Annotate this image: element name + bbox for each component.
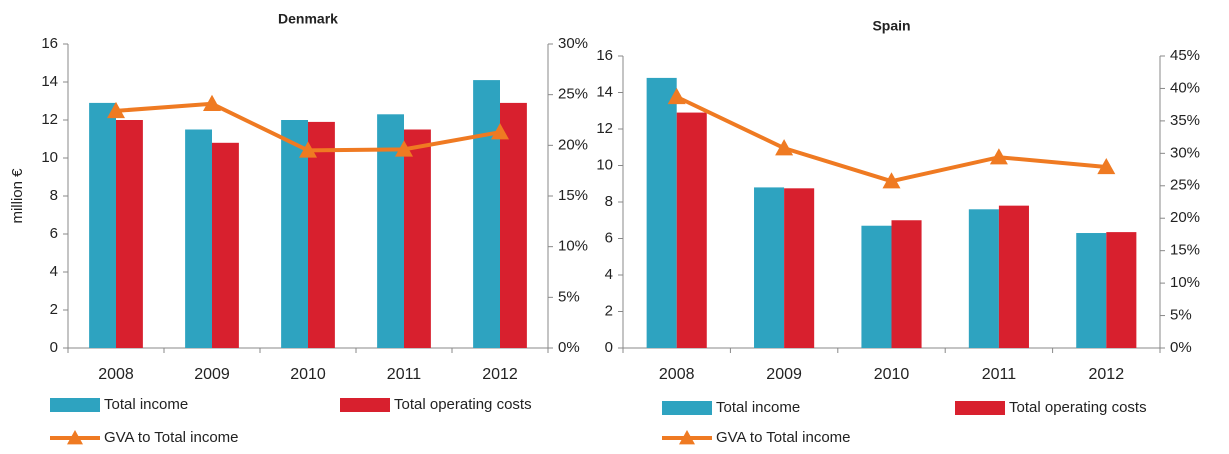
y2-tick-label: 40% xyxy=(1170,79,1200,96)
bar xyxy=(89,102,116,349)
gva-marker xyxy=(203,94,221,111)
legend-swatch xyxy=(662,401,712,415)
gva-marker xyxy=(395,140,413,157)
bar xyxy=(281,120,308,348)
bar xyxy=(404,129,431,348)
y2-tick-label: 10% xyxy=(1170,274,1200,291)
bar xyxy=(784,188,815,348)
bar xyxy=(891,220,922,348)
gva-marker xyxy=(1097,157,1116,175)
y-tick-label: 4 xyxy=(50,263,58,280)
x-tick-label: 2012 xyxy=(482,366,518,383)
y-tick-label: 16 xyxy=(596,47,613,64)
y-tick-label: 10 xyxy=(41,149,58,166)
y2-tick-label: 45% xyxy=(1170,47,1200,64)
bar xyxy=(861,225,892,348)
bar xyxy=(676,112,707,348)
bar xyxy=(1076,233,1107,348)
y-tick-label: 6 xyxy=(605,229,613,246)
y2-tick-label: 5% xyxy=(558,288,580,305)
y2-tick-label: 0% xyxy=(1170,339,1192,356)
bar xyxy=(116,120,143,348)
x-tick-label: 2009 xyxy=(766,366,802,383)
gva-marker xyxy=(989,148,1008,165)
legend-label: Total operating costs xyxy=(1009,399,1147,416)
y-tick-label: 4 xyxy=(605,266,613,283)
gva-marker xyxy=(882,172,901,189)
y2-tick-label: 35% xyxy=(1170,112,1200,129)
bar xyxy=(308,121,335,349)
y2-tick-label: 20% xyxy=(1170,209,1200,226)
legend-swatch xyxy=(340,398,390,412)
y-tick-label: 10 xyxy=(596,156,613,173)
y-tick-label: 0 xyxy=(605,339,613,356)
y-tick-label: 8 xyxy=(605,193,613,210)
y2-tick-label: 15% xyxy=(558,187,588,204)
bar xyxy=(212,142,239,348)
y2-tick-label: 30% xyxy=(558,35,588,52)
gva-marker xyxy=(775,139,794,156)
y2-tick-label: 15% xyxy=(1170,242,1200,259)
bar xyxy=(473,80,500,348)
x-tick-label: 2008 xyxy=(659,366,695,383)
y-tick-label: 2 xyxy=(605,302,613,319)
bar xyxy=(646,77,677,349)
y-axis-label: million € xyxy=(9,168,26,224)
bar xyxy=(500,102,527,349)
y-tick-label: 0 xyxy=(50,339,58,356)
x-tick-label: 2011 xyxy=(387,366,422,383)
legend-swatch xyxy=(50,398,100,412)
legend-label: GVA to Total income xyxy=(104,429,239,446)
legend-label: Total operating costs xyxy=(394,396,532,413)
bar xyxy=(1106,232,1137,348)
legend-label: GVA to Total income xyxy=(716,429,851,446)
y2-tick-label: 0% xyxy=(558,339,580,356)
y-tick-label: 14 xyxy=(596,83,613,100)
y2-tick-label: 30% xyxy=(1170,144,1200,161)
x-tick-label: 2011 xyxy=(982,366,1017,383)
legend-label: Total income xyxy=(716,399,800,416)
y2-tick-label: 25% xyxy=(558,86,588,103)
legend-marker xyxy=(67,430,83,445)
y2-tick-label: 20% xyxy=(558,136,588,153)
bar xyxy=(185,129,212,348)
legend-swatch xyxy=(955,401,1005,415)
gva-marker xyxy=(667,87,686,105)
y-tick-label: 2 xyxy=(50,301,58,318)
legend-label: Total income xyxy=(104,396,188,413)
y2-tick-label: 10% xyxy=(558,238,588,255)
gva-marker xyxy=(299,141,317,158)
x-tick-label: 2009 xyxy=(194,366,230,383)
bar xyxy=(998,205,1029,348)
gva-marker xyxy=(107,101,125,119)
gva-marker xyxy=(491,123,509,140)
x-tick-label: 2010 xyxy=(874,366,910,383)
x-tick-label: 2012 xyxy=(1089,366,1125,383)
y-tick-label: 14 xyxy=(41,73,58,90)
legend-marker xyxy=(679,430,695,445)
chart-title: Spain xyxy=(872,18,910,34)
bar xyxy=(754,187,785,348)
y-tick-label: 12 xyxy=(41,111,58,128)
y2-tick-label: 25% xyxy=(1170,177,1200,194)
y-tick-label: 16 xyxy=(41,35,58,52)
gva-line xyxy=(675,95,1107,184)
y-tick-label: 12 xyxy=(596,120,613,137)
y-tick-label: 6 xyxy=(50,225,58,242)
y2-tick-label: 5% xyxy=(1170,307,1192,324)
chart-title: Denmark xyxy=(278,11,338,27)
bar xyxy=(968,209,999,348)
x-tick-label: 2010 xyxy=(290,366,326,383)
x-tick-label: 2008 xyxy=(98,366,134,383)
y-tick-label: 8 xyxy=(50,187,58,204)
